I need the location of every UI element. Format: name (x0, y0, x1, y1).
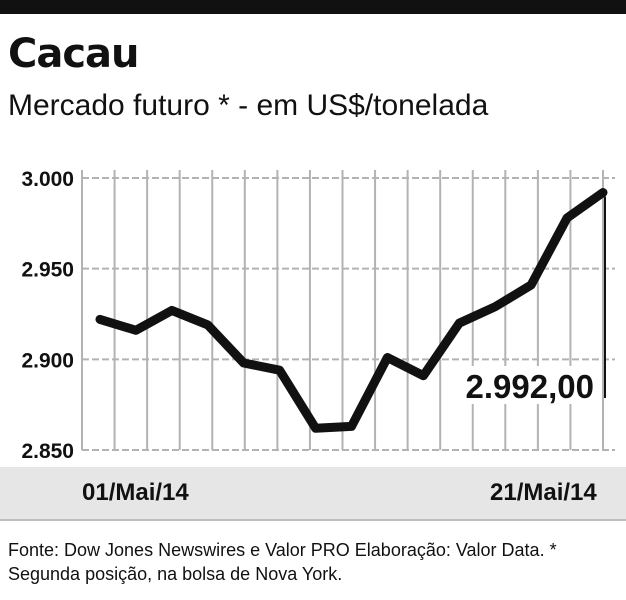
x-axis-start-label: 01/Mai/14 (82, 479, 189, 506)
y-tick-label: 3.000 (21, 168, 74, 191)
data-point (602, 191, 604, 194)
data-point (278, 369, 281, 372)
horizontal-gridlines (82, 177, 615, 451)
chart-subtitle: Mercado futuro * - em US$/tonelada (8, 89, 489, 122)
vertical-gridlines (81, 170, 604, 450)
y-axis-tick-labels: 3.000 2.950 2.900 2.850 (21, 168, 74, 463)
data-point (170, 309, 173, 312)
data-point (134, 329, 137, 332)
data-point (422, 374, 425, 377)
data-point (314, 427, 317, 430)
y-tick-label: 2.950 (21, 259, 74, 282)
top-rule (0, 0, 626, 14)
last-value-annotation: 2.992,00 (446, 196, 606, 405)
series-layer (95, 188, 608, 433)
y-tick-label: 2.850 (21, 440, 74, 463)
data-point (458, 322, 461, 325)
annotation-background (446, 366, 596, 404)
line-chart: 3.000 2.950 2.900 2.850 2.992,00 (21, 168, 615, 463)
data-point (386, 356, 389, 359)
data-point (206, 323, 209, 326)
data-point (530, 283, 533, 286)
data-point (494, 305, 497, 308)
chart-title: Cacau (8, 31, 140, 77)
y-tick-label: 2.900 (21, 349, 74, 372)
data-point (350, 425, 353, 428)
x-axis-band (0, 467, 626, 521)
data-point (99, 318, 101, 321)
x-axis-end-label: 21/Mai/14 (490, 479, 597, 506)
source-note: Fonte: Dow Jones Newswires e Valor PRO E… (8, 540, 557, 584)
data-point (566, 216, 569, 219)
last-value-label: 2.992,00 (466, 368, 594, 405)
data-point (242, 361, 245, 364)
